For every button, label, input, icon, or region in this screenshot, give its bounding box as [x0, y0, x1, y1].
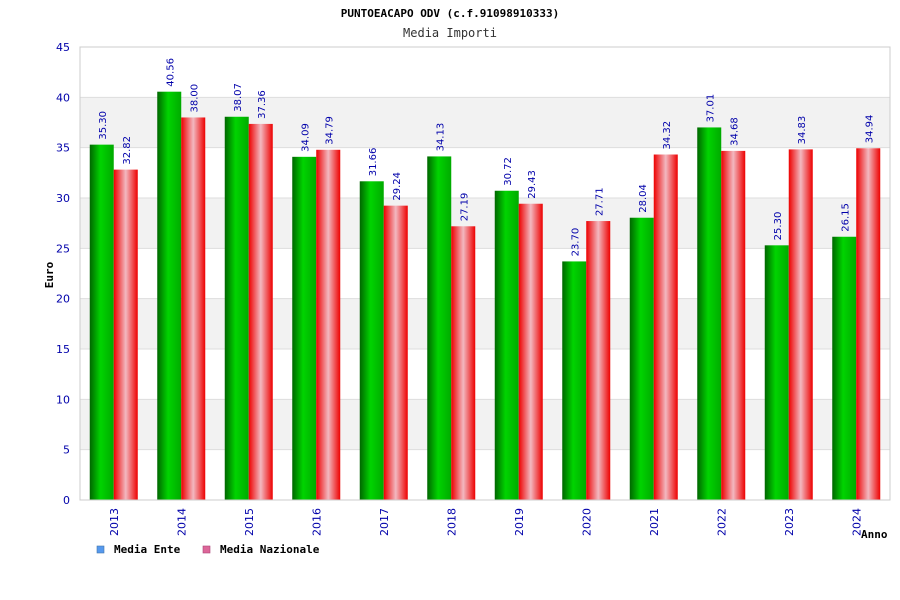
plot-band [80, 97, 890, 148]
x-tick-label: 2023 [783, 508, 796, 536]
data-label: 34.94 [864, 115, 875, 144]
bar-media-ente [359, 181, 384, 500]
data-label: 26.15 [840, 203, 851, 232]
plot-band [80, 198, 890, 249]
plot-band [80, 147, 890, 198]
y-tick-label: 25 [56, 242, 70, 255]
x-tick-label: 2018 [445, 508, 458, 536]
data-label: 34.09 [300, 123, 311, 152]
x-tick-label: 2014 [175, 508, 188, 536]
data-label: 34.83 [797, 116, 808, 145]
bar-media-ente [89, 144, 114, 500]
x-tick-label: 2016 [310, 508, 323, 536]
y-tick-label: 35 [56, 142, 70, 155]
bar-media-nazionale [248, 123, 273, 500]
data-label: 37.01 [705, 94, 716, 123]
data-label: 34.32 [662, 121, 673, 150]
bar-media-nazionale [383, 205, 408, 500]
x-tick-label: 2021 [648, 508, 661, 536]
legend-label-media-nazionale: Media Nazionale [220, 543, 320, 556]
plot-band [80, 399, 890, 450]
x-tick-label: 2017 [378, 508, 391, 536]
legend-swatch-media-nazionale [202, 545, 211, 554]
y-tick-label: 5 [63, 444, 70, 457]
bar-media-ente [764, 245, 789, 500]
data-label: 28.04 [638, 184, 649, 213]
bar-media-nazionale [181, 117, 206, 500]
bar-media-ente [697, 127, 722, 500]
data-label: 34.68 [729, 117, 740, 146]
data-label: 30.72 [503, 157, 514, 186]
bar-media-ente [629, 217, 654, 501]
bar-media-ente [494, 190, 519, 500]
chart-title: PUNTOEACAPO ODV (c.f.91098910333) [341, 7, 560, 20]
data-label: 34.13 [435, 123, 446, 152]
y-tick-label: 20 [56, 293, 70, 306]
x-tick-label: 2013 [108, 508, 121, 536]
x-tick-label: 2019 [513, 508, 526, 536]
bar-media-ente [224, 116, 249, 501]
data-label: 25.30 [773, 212, 784, 241]
data-label: 27.71 [594, 187, 605, 216]
y-tick-label: 45 [56, 41, 70, 54]
bar-media-nazionale [721, 150, 746, 500]
bar-media-nazionale [451, 226, 476, 500]
bar-media-ente [562, 261, 587, 500]
bar-media-ente [292, 156, 317, 500]
plot-band [80, 248, 890, 299]
bar-media-ente [157, 91, 182, 501]
y-tick-label: 0 [63, 494, 70, 507]
bar-media-nazionale [653, 154, 678, 500]
data-label: 32.82 [122, 136, 133, 165]
data-label: 29.43 [527, 170, 538, 199]
data-label: 29.24 [392, 172, 403, 201]
legend: Media Ente Media Nazionale [96, 543, 320, 556]
bar-media-nazionale [113, 169, 138, 500]
x-tick-label: 2015 [243, 508, 256, 536]
y-tick-label: 10 [56, 393, 70, 406]
bar-labels: 35.30 32.82 40.56 38.00 38.07 37.36 34.09 34.79… [98, 58, 876, 256]
plot-frame [79, 46, 891, 501]
data-label: 40.56 [165, 58, 176, 87]
x-axis-label: Anno [861, 528, 888, 541]
data-label: 34.79 [324, 116, 335, 145]
x-axis-ticks: 2013 2014 2015 2016 2017 2018 2019 2020 2021 2022… [108, 508, 864, 536]
plot-band [80, 349, 890, 400]
plot-band [80, 298, 890, 349]
data-label: 37.36 [257, 90, 268, 119]
x-tick-label: 2022 [715, 508, 728, 536]
data-label: 38.07 [233, 83, 244, 112]
bar-media-nazionale [788, 149, 813, 501]
plot-band [80, 47, 890, 98]
bars [89, 91, 881, 501]
legend-swatch-media-ente [96, 545, 105, 554]
y-axis-label: Euro [43, 261, 56, 288]
bar-media-nazionale [316, 149, 341, 500]
plot-bands [80, 47, 890, 500]
bar-media-nazionale [518, 203, 543, 500]
x-tick-label: 2024 [850, 508, 863, 536]
plot-band [80, 449, 890, 500]
chart-subtitle: Media Importi [403, 26, 497, 40]
y-axis-ticks: 0 5 10 15 20 25 30 35 40 45 [56, 41, 70, 507]
y-tick-label: 15 [56, 343, 70, 356]
data-label: 35.30 [98, 111, 109, 140]
y-tick-label: 30 [56, 192, 70, 205]
data-label: 38.00 [189, 84, 200, 113]
bar-media-nazionale [586, 221, 611, 500]
bar-media-ente [427, 156, 452, 500]
bar-media-nazionale [856, 148, 881, 500]
bar-media-ente [832, 236, 857, 501]
x-tick-label: 2020 [580, 508, 593, 536]
legend-label-media-ente: Media Ente [114, 543, 181, 556]
data-label: 27.19 [459, 193, 470, 222]
y-tick-label: 40 [56, 91, 70, 104]
data-label: 23.70 [570, 228, 581, 257]
data-label: 31.66 [368, 148, 379, 177]
